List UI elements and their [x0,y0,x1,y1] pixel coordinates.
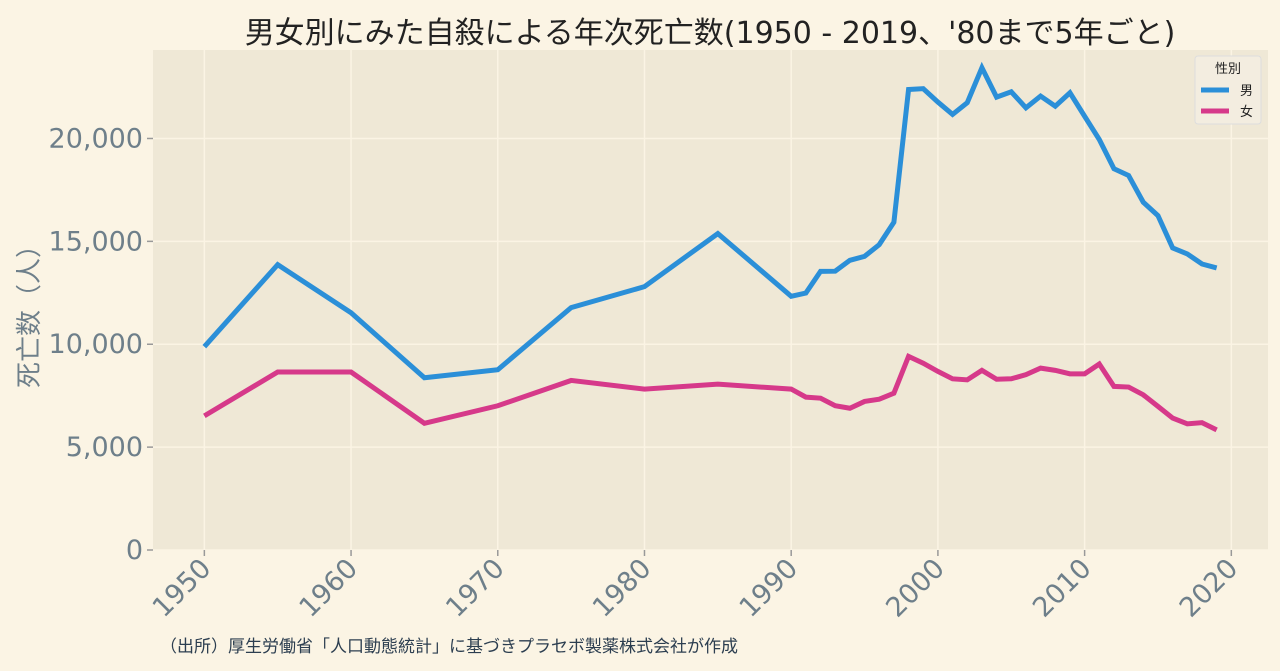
series-line-female [203,353,1218,433]
series-line-male [202,61,1218,381]
y-tick-label: 15,000 [49,226,143,257]
x-tick-label: 1960 [293,553,364,624]
y-axis-label: 死亡数（人） [15,232,45,388]
x-tick-label: 2020 [1174,553,1245,624]
y-tick-label: 0 [126,535,143,566]
legend-label: 女 [1240,104,1253,120]
y-tick-label: 20,000 [49,123,143,154]
plot-area [153,50,1268,550]
x-tick-label: 2000 [880,553,951,624]
x-tick-label: 2010 [1027,553,1098,624]
legend-label: 男 [1240,84,1253,99]
legend-title: 性別 [1215,62,1241,77]
chart-title: 男女別にみた自殺による年次死亡数(1950 - 2019、'80まで5年ごと) [244,16,1176,51]
source-note: （出所）厚生労働省「人口動態統計」に基づきプラセボ製薬株式会社が作成 [160,637,738,657]
y-tick-label: 10,000 [49,329,143,360]
x-tick-label: 1950 [147,553,218,624]
x-tick-label: 1970 [440,553,511,624]
x-tick-label: 1990 [734,553,805,624]
x-tick-label: 1980 [587,553,658,624]
y-tick-label: 5,000 [66,432,143,463]
